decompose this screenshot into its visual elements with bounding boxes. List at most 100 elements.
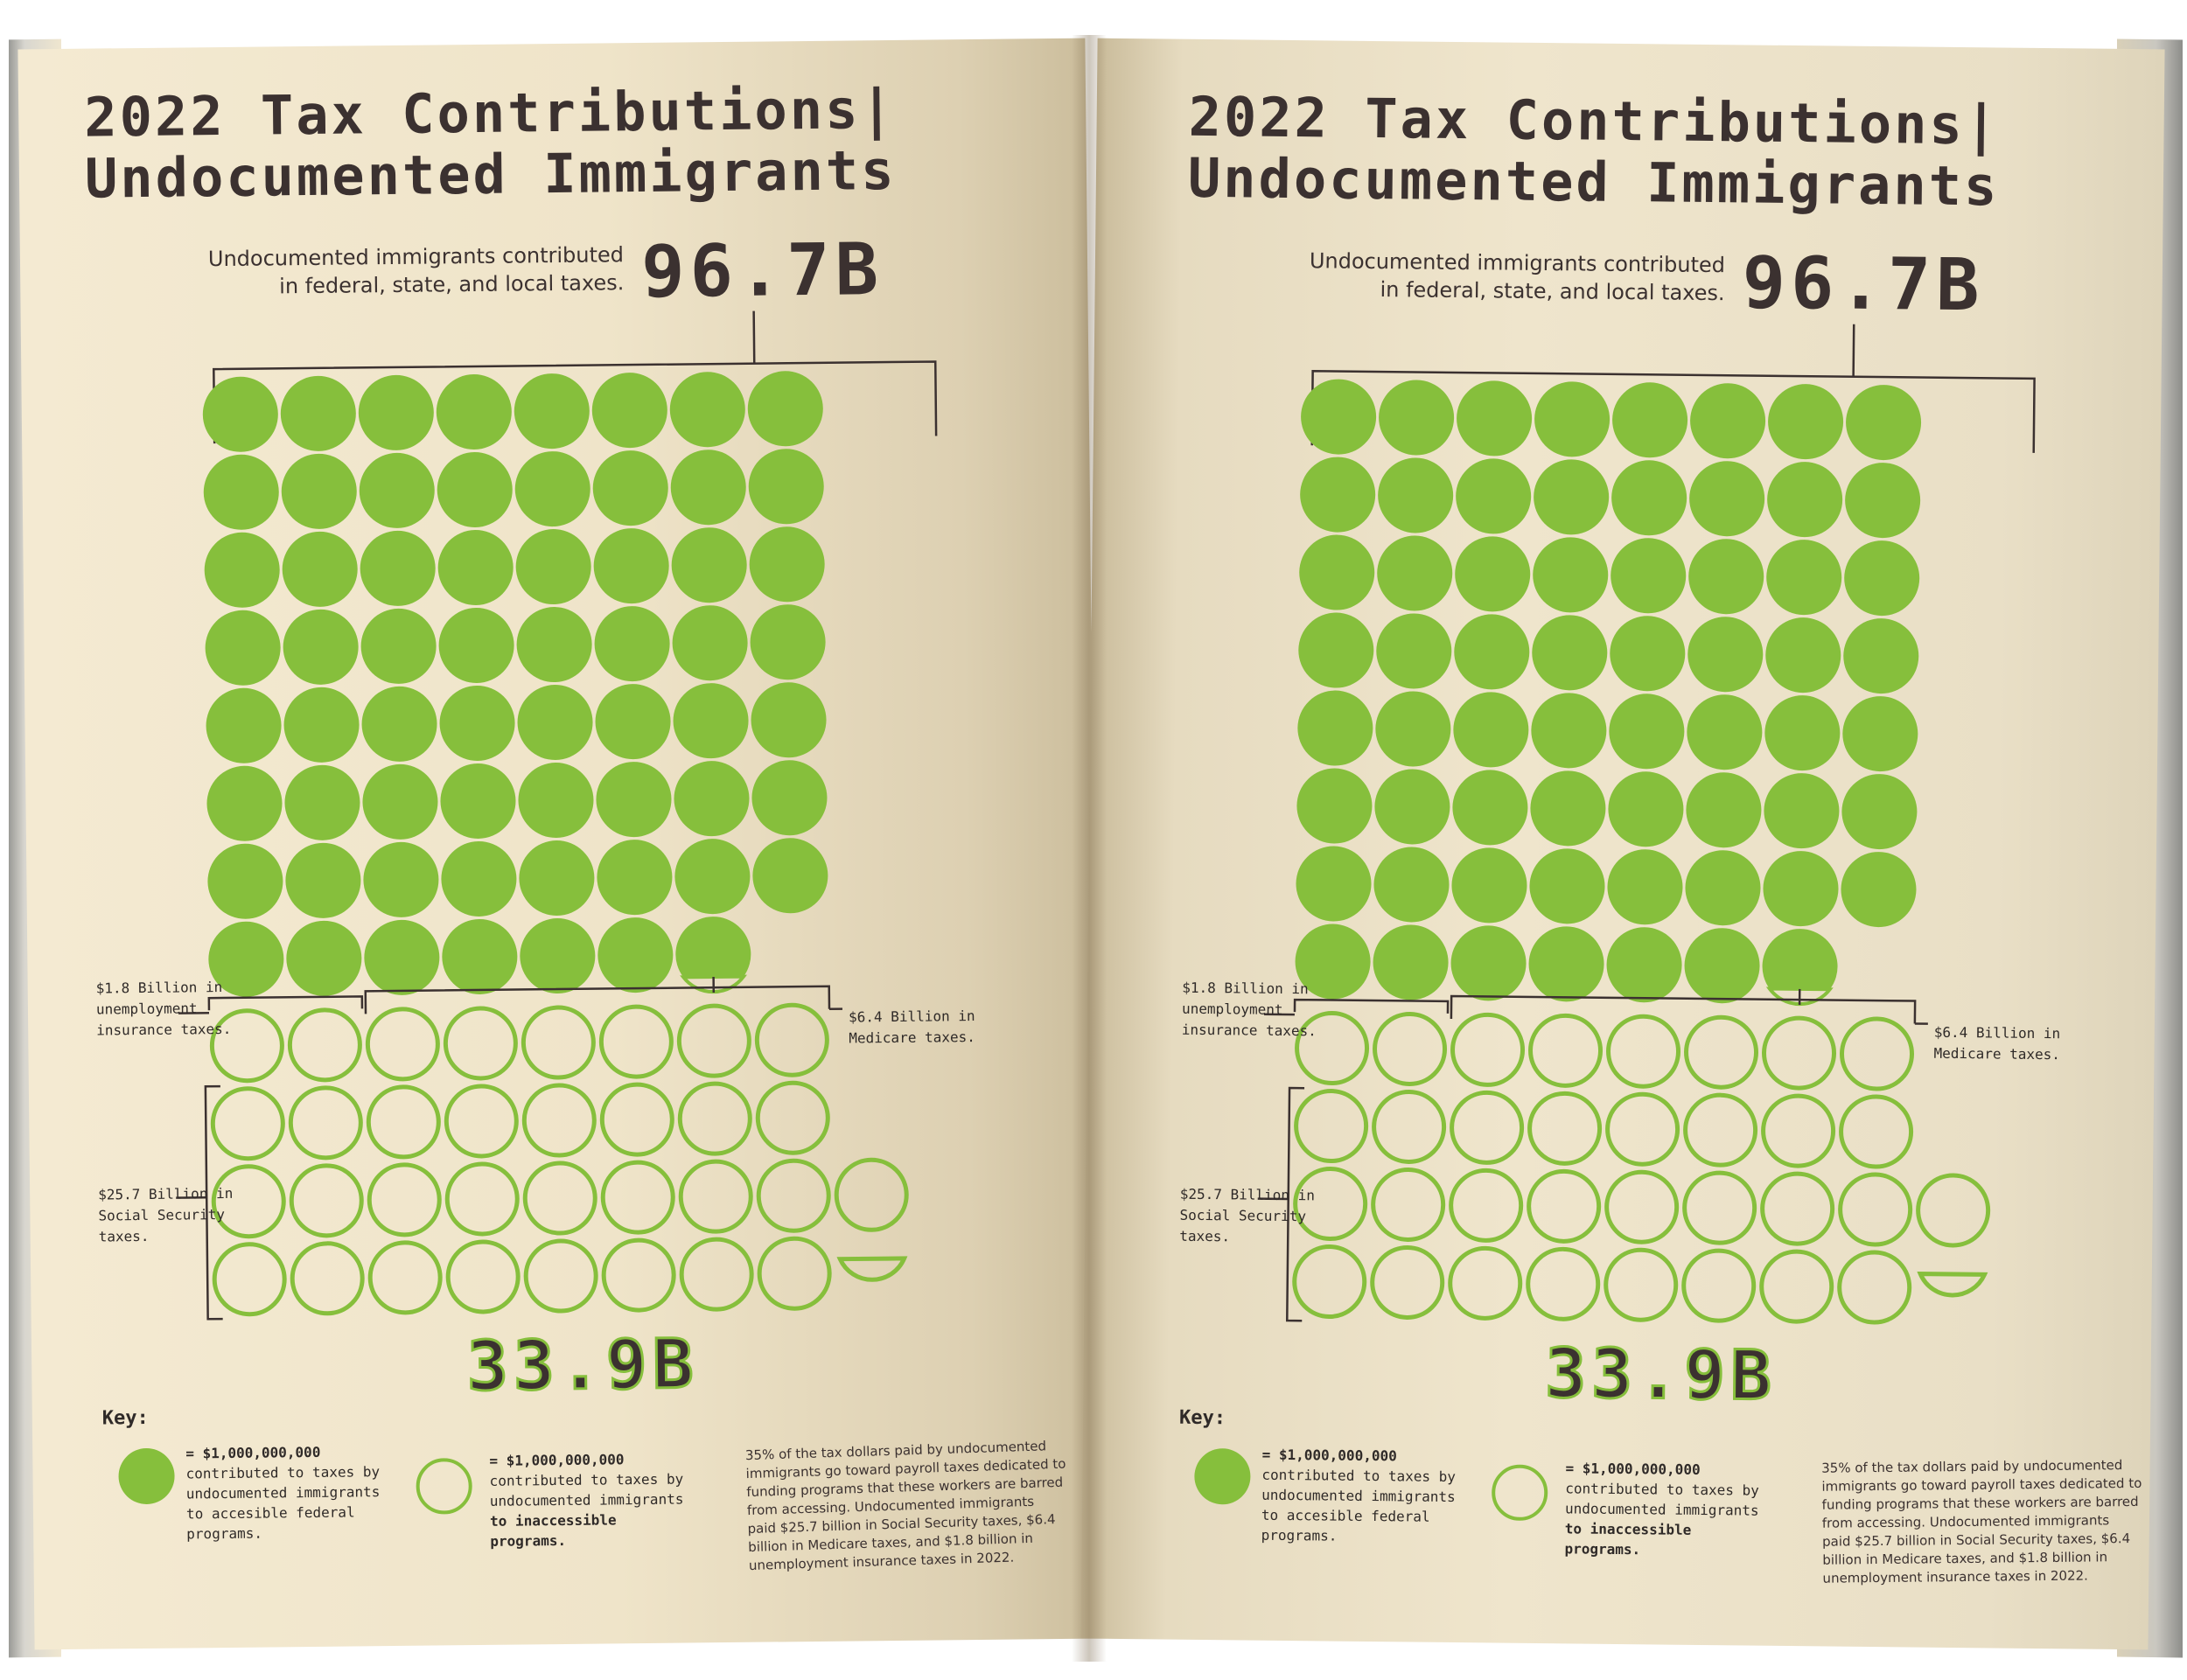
filled-dot (1611, 460, 1687, 536)
filled-dot (1375, 691, 1451, 767)
outline-dot (1449, 1168, 1524, 1243)
partial-outline-dot (1917, 1272, 1988, 1298)
filled-dot (1763, 851, 1839, 927)
outline-dot (1606, 1014, 1681, 1089)
outline-dot (1761, 1093, 1836, 1168)
filled-dot (597, 917, 674, 993)
filled-dot (281, 453, 357, 529)
filled-dot (1610, 616, 1686, 692)
outline-dot (1604, 1169, 1680, 1244)
filled-dot (1530, 770, 1606, 847)
annotation-medicare: $6.4 Billion in (1934, 1024, 2061, 1042)
filled-dot (1768, 384, 1844, 460)
annotation-medicare: Medicare taxes. (849, 1028, 975, 1047)
key-outline-text: = $1,000,000,000 (1565, 1460, 1700, 1478)
key-outline-text: programs. (490, 1532, 566, 1550)
outline-dot (677, 1081, 752, 1156)
filled-dot (1765, 617, 1841, 694)
outline-dot (756, 1158, 831, 1233)
key-outline-text: programs. (1564, 1540, 1640, 1558)
outline-dot (1837, 1250, 1912, 1325)
filled-dot (1841, 774, 1918, 850)
filled-dot (1376, 613, 1452, 689)
outline-dot (522, 1161, 597, 1236)
filled-dot (1534, 459, 1610, 535)
key-filled-swatch (1194, 1448, 1251, 1505)
key-outline-text: undocumented immigrants (490, 1491, 684, 1509)
filled-dot (520, 918, 596, 994)
annotation-unemployment: insurance taxes. (1182, 1021, 1317, 1040)
outline-dot (1450, 1090, 1525, 1165)
filled-dot (672, 605, 748, 681)
filled-dot (1296, 768, 1373, 844)
filled-dot (1373, 924, 1449, 1000)
filled-dot (1379, 380, 1455, 456)
filled-dot (518, 763, 594, 839)
outline-dot (521, 1083, 597, 1158)
key-filled-text: contributed to taxes by (185, 1463, 380, 1481)
filled-dot (1454, 614, 1530, 690)
filled-dot (1764, 695, 1841, 771)
outline-dot (443, 1006, 518, 1081)
filled-dot (1685, 850, 1761, 926)
outline-dot (1527, 1168, 1602, 1244)
intro-line-1: Undocumented immigrants contributed (1310, 248, 1725, 277)
inaccessible-total-label: 33.9B (466, 1325, 699, 1406)
filled-dot (282, 531, 358, 607)
filled-dot (1300, 457, 1376, 533)
filled-dot (674, 839, 751, 915)
filled-dot (283, 687, 360, 763)
filled-dot (1532, 615, 1608, 691)
filled-dot (1689, 461, 1765, 537)
note-line: unemployment insurance taxes in 2022. (1822, 1568, 2088, 1586)
key-filled-text: to accesible federal (1261, 1507, 1430, 1525)
filled-dot (1844, 540, 1920, 617)
filled-dot (437, 529, 514, 605)
filled-dot (1845, 463, 1921, 539)
filled-dot (208, 921, 284, 997)
filled-dot (207, 843, 283, 919)
annotation-social-security: $25.7 Billion in (1180, 1186, 1315, 1204)
social-security-bracket (1286, 1086, 1305, 1322)
filled-dot (1297, 690, 1373, 766)
outline-dot (1839, 1094, 1914, 1169)
total-label: 96.7B (641, 228, 884, 314)
unemployment-bracket (207, 995, 364, 1011)
filled-dot (752, 838, 828, 914)
filled-dot (595, 684, 671, 760)
outline-dot (288, 1085, 363, 1161)
filled-dot (592, 450, 668, 526)
filled-dot (1456, 458, 1532, 534)
note-line: paid $25.7 billion in Social Security ta… (1822, 1530, 2130, 1550)
annotation-social-security: $25.7 Billion in (98, 1185, 233, 1203)
note-paragraph: 35% of the tax dollars paid by undocumen… (1821, 1457, 2142, 1586)
filled-dot (594, 606, 670, 682)
filled-dot (1531, 693, 1607, 769)
filled-dot (206, 687, 282, 763)
partial-outline-dot (836, 1256, 908, 1282)
outline-dot (599, 1082, 674, 1157)
outline-dot (444, 1161, 520, 1237)
outline-dot (445, 1239, 521, 1314)
partial-filled-dot (675, 917, 751, 978)
filled-dot (284, 764, 360, 840)
filled-dot (1686, 772, 1762, 848)
key-filled-text: contributed to taxes by (1261, 1467, 1456, 1485)
outline-dot (1681, 1248, 1757, 1323)
unemployment-bracket (1293, 998, 1450, 1014)
outline-dot (1527, 1091, 1603, 1166)
filled-dot (437, 451, 513, 527)
filled-dot (205, 610, 281, 686)
filled-dot (517, 685, 593, 761)
outline-dot (757, 1236, 832, 1311)
filled-dot (1534, 381, 1611, 457)
filled-dot (1764, 773, 1840, 849)
filled-dot (1455, 536, 1531, 612)
filled-dot (514, 373, 590, 450)
outline-dot (523, 1238, 598, 1314)
filled-dot (1611, 538, 1687, 614)
outline-dot (1759, 1249, 1834, 1324)
social-security-bracket (204, 1084, 223, 1321)
filled-dot (360, 530, 436, 606)
key-filled-text: = $1,000,000,000 (1262, 1446, 1397, 1465)
